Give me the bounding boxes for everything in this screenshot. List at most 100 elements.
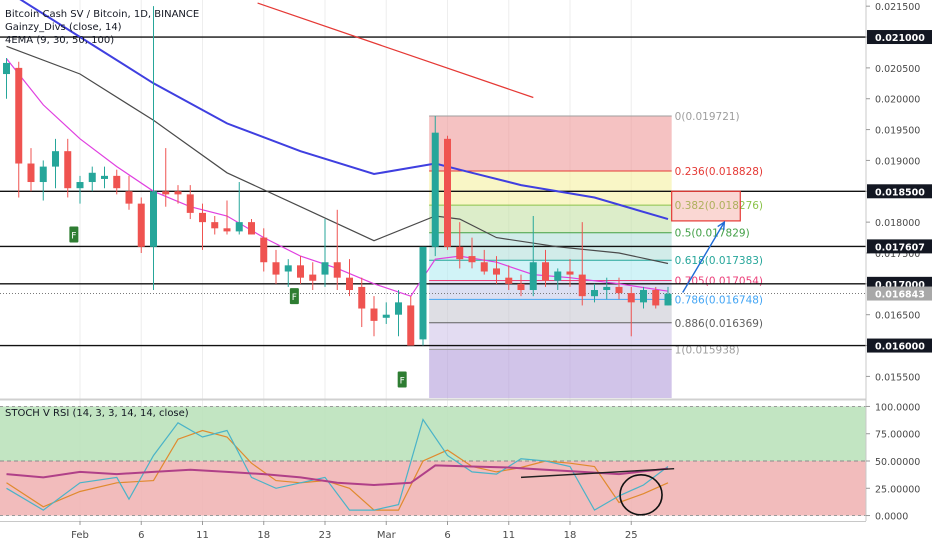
projection-arrow-head [717, 220, 726, 231]
fib-level-label: 0.382(0.018276) [675, 200, 763, 212]
candle-body [272, 262, 280, 275]
time-tick-label: 18 [564, 530, 577, 541]
signal-label: F [71, 231, 76, 241]
candle-body [186, 194, 194, 213]
time-tick-label: Feb [71, 530, 89, 541]
price-tick-label: 0.018000 [875, 218, 920, 229]
fib-zone [429, 115, 672, 172]
price-tick-label: 0.020500 [875, 64, 920, 75]
candle-body [505, 277, 513, 284]
price-level-label: 0.017607 [875, 242, 925, 253]
candle-body [627, 293, 635, 303]
time-tick-label: 6 [138, 530, 144, 541]
signal-label: F [400, 376, 405, 386]
time-tick-label: 23 [319, 530, 332, 541]
indicator-gainzy-label: Gainzy_Divs (close, 14) [5, 22, 122, 33]
price-level-label: 0.016000 [875, 342, 925, 353]
candle-body [493, 268, 500, 275]
fib-level-label: 0.886(0.016369) [675, 318, 763, 330]
candle-body [211, 222, 219, 229]
fib-level-label: 0(0.019721) [675, 111, 740, 123]
fib-level-label: 0.705(0.017054) [675, 276, 763, 288]
price-level-label-bg [867, 338, 932, 353]
candle-body [591, 290, 598, 297]
candle-body [260, 237, 268, 263]
candle-body [248, 222, 255, 235]
candle-body [174, 191, 182, 195]
candle-body [529, 262, 537, 291]
candle-body [346, 277, 353, 291]
candle-body [480, 262, 488, 272]
time-tick-label: 18 [257, 530, 270, 541]
candle-body [407, 305, 415, 346]
last-price-label: 0.016843 [875, 290, 925, 301]
ema-line [257, 2, 534, 99]
target-box [671, 190, 741, 222]
candle-body [456, 246, 464, 260]
candle-body [15, 67, 23, 164]
rsi-tick-label: 0.0000 [875, 512, 908, 523]
candle-body [297, 265, 304, 278]
candle-body [199, 212, 206, 223]
candle-body [603, 286, 611, 291]
candle-body [52, 151, 59, 167]
price-level-label-bg [867, 30, 932, 45]
candle-body [88, 172, 96, 183]
candle-body [554, 271, 562, 281]
time-tick-label: 11 [502, 530, 515, 541]
ema-line [6, 45, 669, 265]
candle-body [76, 182, 84, 189]
price-tick-label: 0.019000 [875, 156, 920, 167]
candle-body [468, 256, 476, 263]
candle-body [235, 222, 243, 232]
fib-level-label: 1(0.015938) [675, 344, 740, 356]
candle-body [578, 274, 586, 297]
price-tick-label: 0.020000 [875, 95, 920, 106]
candle-body [542, 262, 549, 281]
rsi-circle-marker [619, 474, 663, 516]
time-tick-label: 11 [196, 530, 209, 541]
fib-zone [429, 280, 672, 300]
candle-body [223, 228, 231, 232]
chart-legend: Bitcoin Cash SV / Bitcoin, 1D, BINANCE G… [5, 8, 199, 47]
ema-line [19, 0, 669, 221]
candle-body [101, 175, 108, 179]
price-tick-label: 0.017500 [875, 249, 920, 260]
rsi-line [6, 429, 669, 511]
candle-body [284, 265, 292, 272]
signal-badge [289, 288, 299, 305]
candle-body [517, 283, 525, 291]
candle-body [150, 191, 157, 247]
candle-body [309, 274, 317, 281]
price-level-label: 0.021000 [875, 33, 925, 44]
candle-body [39, 166, 47, 183]
stoch-rsi-pane [0, 405, 866, 517]
fib-zone [429, 349, 672, 398]
signal-label: F [292, 293, 297, 303]
indicator-4ema-label: 4EMA (9, 30, 50, 100) [5, 35, 115, 46]
candle-body [333, 262, 341, 278]
time-tick-label: 25 [625, 530, 638, 541]
projection-arrow [682, 221, 725, 293]
fib-zone [429, 299, 672, 323]
last-price-label-bg [867, 286, 932, 301]
price-tick-label: 0.019500 [875, 126, 920, 137]
candle-body [125, 191, 133, 204]
time-tick-label: Mar [377, 530, 397, 541]
candle-body [358, 286, 366, 309]
rsi-tick-label: 25.00000 [875, 484, 920, 495]
price-level-label: 0.017000 [875, 280, 925, 291]
candle-body [64, 151, 72, 189]
fib-level-label: 0.236(0.018828) [675, 166, 763, 178]
candle-body [27, 163, 35, 183]
candle-body [3, 62, 10, 75]
rsi-line [6, 464, 669, 487]
price-level-label-bg [867, 184, 932, 199]
fib-level-label: 0.5(0.017829) [675, 228, 750, 240]
rsi-tick-label: 50.00000 [875, 457, 920, 468]
rsi-line [6, 418, 669, 511]
fib-zone [429, 260, 672, 281]
